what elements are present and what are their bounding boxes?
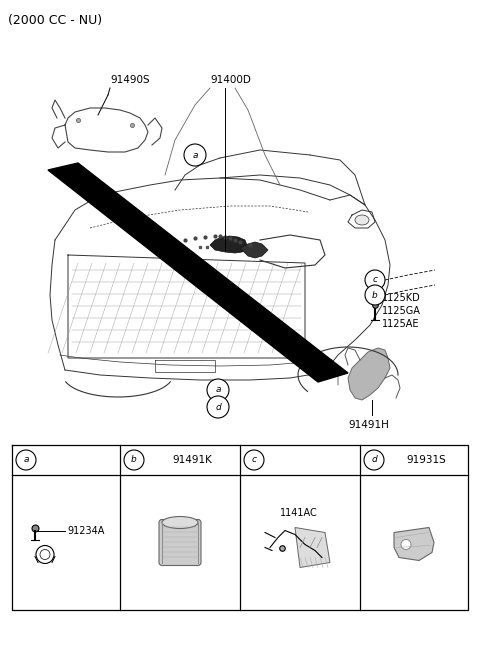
Circle shape — [244, 450, 264, 470]
Text: 1141AC: 1141AC — [280, 507, 318, 518]
Text: (2000 CC - NU): (2000 CC - NU) — [8, 14, 102, 27]
Text: 1125KD: 1125KD — [382, 293, 421, 303]
Text: b: b — [131, 455, 137, 464]
Text: 1125GA: 1125GA — [382, 306, 421, 316]
Text: d: d — [371, 455, 377, 464]
Polygon shape — [295, 528, 330, 568]
Text: a: a — [23, 455, 29, 464]
Polygon shape — [210, 236, 248, 253]
Polygon shape — [348, 348, 390, 400]
Ellipse shape — [162, 516, 198, 528]
Text: 91491K: 91491K — [172, 455, 212, 465]
Circle shape — [16, 450, 36, 470]
Polygon shape — [48, 163, 348, 382]
Text: c: c — [252, 455, 256, 464]
Text: b: b — [372, 290, 378, 300]
Text: a: a — [192, 150, 198, 160]
Text: a: a — [215, 386, 221, 394]
Text: c: c — [372, 275, 377, 284]
Text: 91234A: 91234A — [67, 526, 104, 535]
Text: 91491H: 91491H — [348, 420, 389, 430]
Ellipse shape — [355, 215, 369, 225]
Text: 91400D: 91400D — [210, 75, 251, 85]
Text: 91490S: 91490S — [110, 75, 150, 85]
Circle shape — [207, 396, 229, 418]
Text: 91931S: 91931S — [406, 455, 446, 465]
Text: 1125AE: 1125AE — [382, 319, 420, 329]
Polygon shape — [394, 528, 434, 560]
Circle shape — [184, 144, 206, 166]
Text: d: d — [215, 403, 221, 411]
Circle shape — [207, 379, 229, 401]
Circle shape — [365, 285, 385, 305]
Circle shape — [364, 450, 384, 470]
Polygon shape — [240, 242, 268, 258]
Circle shape — [365, 270, 385, 290]
Circle shape — [401, 539, 411, 549]
FancyBboxPatch shape — [159, 520, 201, 566]
Circle shape — [124, 450, 144, 470]
